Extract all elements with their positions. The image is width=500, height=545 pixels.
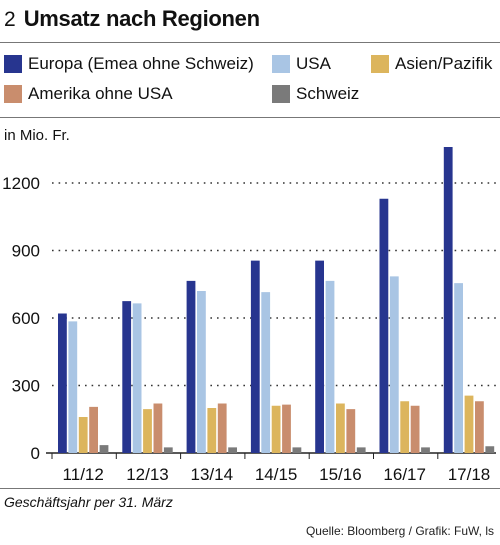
bar-1-11-12 [58, 313, 67, 453]
bar-1-15-16 [315, 260, 324, 453]
x-tick-label: 17/18 [448, 465, 491, 484]
legend-item-europa: Europa (Emea ohne Schweiz) [4, 54, 254, 74]
legend-item-amerika: Amerika ohne USA [4, 84, 173, 104]
bar-4-13-14 [217, 403, 227, 453]
bar-2-12-13 [132, 303, 142, 453]
legend-swatch-usa [272, 55, 290, 73]
bar-1-17-18 [443, 147, 453, 453]
bar-4-16-17 [410, 405, 420, 453]
y-axis-unit-label: in Mio. Fr. [4, 127, 70, 144]
bar-4-17-18 [475, 401, 484, 453]
bar-2-14-15 [261, 292, 271, 453]
header-divider [0, 42, 500, 43]
bar-3-15-16 [336, 403, 345, 453]
legend-label-europa: Europa (Emea ohne Schweiz) [28, 54, 254, 73]
bar-1-13-14 [186, 280, 196, 453]
legend-label-usa: USA [296, 54, 331, 73]
bar-5-12-13 [163, 447, 173, 453]
bar-2-13-14 [197, 291, 206, 453]
bar-4-14-15 [282, 404, 291, 453]
y-tick-label: 300 [12, 377, 40, 396]
legend-swatch-europa [4, 55, 22, 73]
footnote: Geschäftsjahr per 31. März [4, 494, 173, 510]
legend-item-asien: Asien/Pazifik [371, 54, 492, 74]
bar-5-11-12 [99, 445, 109, 453]
x-tick-label: 11/12 [63, 465, 104, 484]
bar-1-14-15 [250, 260, 260, 453]
bar-3-11-12 [78, 417, 88, 453]
bar-2-15-16 [325, 280, 335, 453]
bar-5-17-18 [485, 446, 495, 453]
legend-swatch-amerika [4, 85, 22, 103]
bar-2-17-18 [454, 283, 463, 453]
bar-2-16-17 [389, 276, 399, 453]
bar-4-15-16 [346, 409, 356, 453]
bar-3-14-15 [271, 405, 281, 453]
bar-3-17-18 [464, 395, 474, 453]
bar-1-16-17 [379, 198, 389, 453]
chart-title: Umsatz nach Regionen [23, 6, 260, 31]
y-tick-label: 900 [12, 242, 40, 261]
footer-divider [0, 488, 500, 489]
bar-3-16-17 [400, 401, 410, 453]
legend-label-amerika: Amerika ohne USA [28, 84, 173, 103]
chart-number: 2 [4, 8, 16, 31]
bar-4-12-13 [153, 403, 163, 453]
bar-3-13-14 [207, 408, 217, 453]
chart-header: 2 Umsatz nach Regionen [4, 6, 260, 36]
y-tick-label: 600 [12, 309, 40, 328]
bar-5-14-15 [292, 447, 302, 453]
legend-label-asien: Asien/Pazifik [395, 54, 493, 73]
bar-5-15-16 [356, 447, 366, 453]
bar-5-13-14 [228, 447, 237, 453]
x-tick-label: 13/14 [191, 465, 234, 484]
bar-5-16-17 [421, 447, 430, 453]
bar-2-11-12 [68, 321, 78, 453]
source-credit: Quelle: Bloomberg / Grafik: FuW, ls [305, 524, 494, 538]
legend-swatch-schweiz [272, 85, 290, 103]
bar-4-11-12 [89, 406, 98, 453]
chart-legend: Europa (Emea ohne Schweiz) USA Asien/Paz… [4, 52, 498, 112]
x-tick-label: 16/17 [383, 465, 426, 484]
bar-3-12-13 [143, 409, 152, 453]
y-tick-label: 1200 [2, 174, 40, 193]
y-tick-label: 0 [31, 444, 40, 463]
bar-chart: 0 300 600 900 1200 11/12 12/13 13/14 14/15 15/16 1… [2, 147, 496, 484]
x-tick-label: 15/16 [319, 465, 362, 484]
legend-divider [0, 117, 500, 118]
legend-item-usa: USA [272, 54, 331, 74]
legend-item-schweiz: Schweiz [272, 84, 359, 104]
x-tick-label: 12/13 [126, 465, 169, 484]
x-tick-label: 14/15 [255, 465, 298, 484]
legend-swatch-asien [371, 55, 389, 73]
legend-label-schweiz: Schweiz [296, 84, 360, 103]
bar-1-12-13 [122, 301, 132, 453]
